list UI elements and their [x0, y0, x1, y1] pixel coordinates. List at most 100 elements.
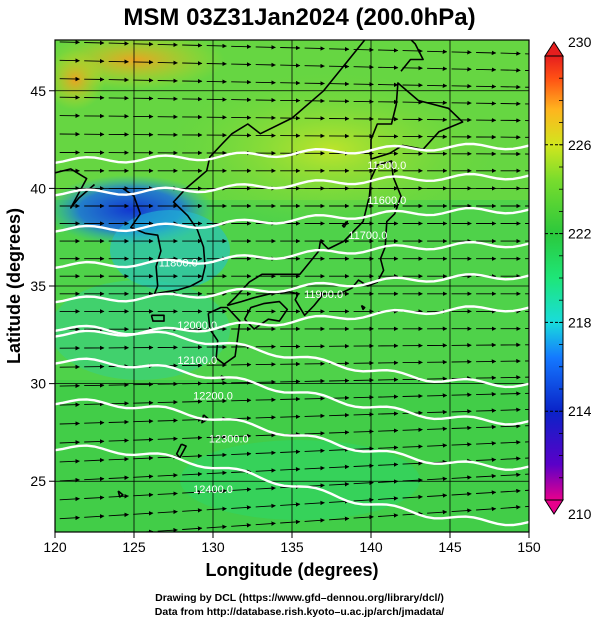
contour-label: 12200.0 [193, 390, 233, 402]
height-contours [55, 142, 529, 527]
x-tick-label: 145 [438, 539, 462, 555]
wind-arrow [476, 441, 497, 446]
wind-arrow [84, 401, 105, 407]
wind-arrow [133, 511, 154, 516]
wind-arrow [280, 63, 301, 68]
wind-arrow [182, 43, 203, 48]
wind-arrow [500, 391, 521, 396]
wind-arrow [476, 424, 497, 430]
wind-arrow [182, 453, 203, 459]
wind-arrow [108, 438, 129, 443]
y-tick-label: 30 [30, 376, 46, 392]
wind-arrow [525, 489, 529, 491]
y-tick-label: 25 [30, 473, 46, 489]
wind-arrow [451, 425, 472, 431]
wind-arrow [402, 48, 423, 54]
wind-arrow [304, 518, 325, 523]
wind-arrow [108, 475, 129, 480]
wind-arrow [378, 48, 399, 53]
height-contour [55, 357, 529, 426]
colorbar-label: 214 [568, 403, 592, 419]
wind-arrow [255, 521, 276, 526]
wind-arrow [157, 60, 178, 66]
wind-arrow [133, 474, 154, 479]
wind-arrow [525, 505, 529, 508]
wind-arrow [304, 465, 325, 471]
wind-arrow [476, 490, 497, 495]
contour-label: 12400.0 [193, 484, 233, 496]
wind-arrow [451, 491, 472, 497]
wind-arrow [206, 398, 227, 404]
wind-arrow [59, 440, 80, 445]
x-tick-label: 150 [517, 539, 541, 555]
wind-arrow [108, 401, 129, 406]
contour-labels: 11500.0 11600.0 11700.0 11800.0 11900.0 12000… [159, 160, 407, 496]
temperature-shading [55, 40, 529, 532]
wind-arrow [525, 392, 529, 394]
wind-arrow [231, 433, 252, 439]
wind-arrow [255, 503, 276, 509]
wind-arrow [182, 526, 203, 531]
wind-arrow [280, 414, 301, 419]
wind-arrow [133, 492, 154, 498]
x-tick-label: 135 [280, 539, 304, 555]
wind-arrow [59, 402, 80, 407]
wind-arrow [451, 392, 472, 398]
x-tick-label: 130 [201, 539, 225, 555]
coastline [55, 168, 96, 209]
y-axis-ticks: 25 30 35 40 45 [30, 83, 55, 489]
wind-arrow [427, 49, 448, 54]
wind-arrow [124, 531, 129, 532]
contour-label: 11600.0 [367, 195, 406, 207]
x-axis-title: Longitude (degrees) [205, 560, 378, 580]
wind-arrow [451, 409, 472, 414]
wind-arrow [231, 487, 252, 492]
wind-arrow [451, 442, 472, 447]
wind-arrow [206, 470, 227, 476]
wind-arrow [353, 412, 374, 417]
wind-arrow [329, 516, 350, 522]
wind-arrow [133, 418, 154, 424]
contour-label: 11500.0 [367, 160, 406, 172]
wind-arrow [84, 420, 105, 425]
wind-arrow [476, 50, 497, 56]
wind-arrow [476, 408, 497, 413]
wind-arrow [231, 44, 252, 49]
wind-arrow [255, 485, 276, 491]
wind-arrow [84, 535, 104, 536]
wind-arrow [427, 443, 448, 448]
wind-arrow [255, 450, 276, 456]
wind-arrow [280, 467, 301, 472]
coastline [117, 490, 124, 498]
wind-arrow [304, 500, 325, 506]
height-contour [55, 172, 529, 197]
contour-label: 11900.0 [304, 289, 343, 301]
wind-arrow [525, 441, 529, 443]
y-tick-label: 45 [30, 83, 46, 99]
wind-arrow [353, 480, 374, 486]
wind-arrow [476, 506, 497, 512]
wind-arrow [59, 515, 80, 521]
wind-arrow [157, 399, 178, 405]
wind-arrow [182, 508, 203, 513]
wind-arrow [304, 431, 325, 436]
wind-arrow [280, 396, 301, 402]
colorbar-top-arrow [544, 41, 564, 57]
wind-arrow [59, 459, 80, 464]
colorbar: 230 226 222 218 214 210 [544, 34, 592, 522]
wind-arrow [378, 411, 399, 416]
wind-arrow [304, 413, 325, 419]
wind-arrow [84, 514, 105, 519]
height-contour [55, 240, 529, 270]
wind-arrow [525, 53, 529, 55]
wind-arrow [84, 495, 105, 500]
wind-arrow [133, 437, 154, 442]
wind-arrow [500, 407, 521, 413]
wind-arrow [304, 448, 325, 454]
wind-arrow [402, 444, 423, 449]
wind-arrow [353, 47, 374, 53]
wind-arrow [329, 412, 350, 418]
wind-arrow [304, 46, 325, 51]
wind-arrow [427, 66, 448, 71]
